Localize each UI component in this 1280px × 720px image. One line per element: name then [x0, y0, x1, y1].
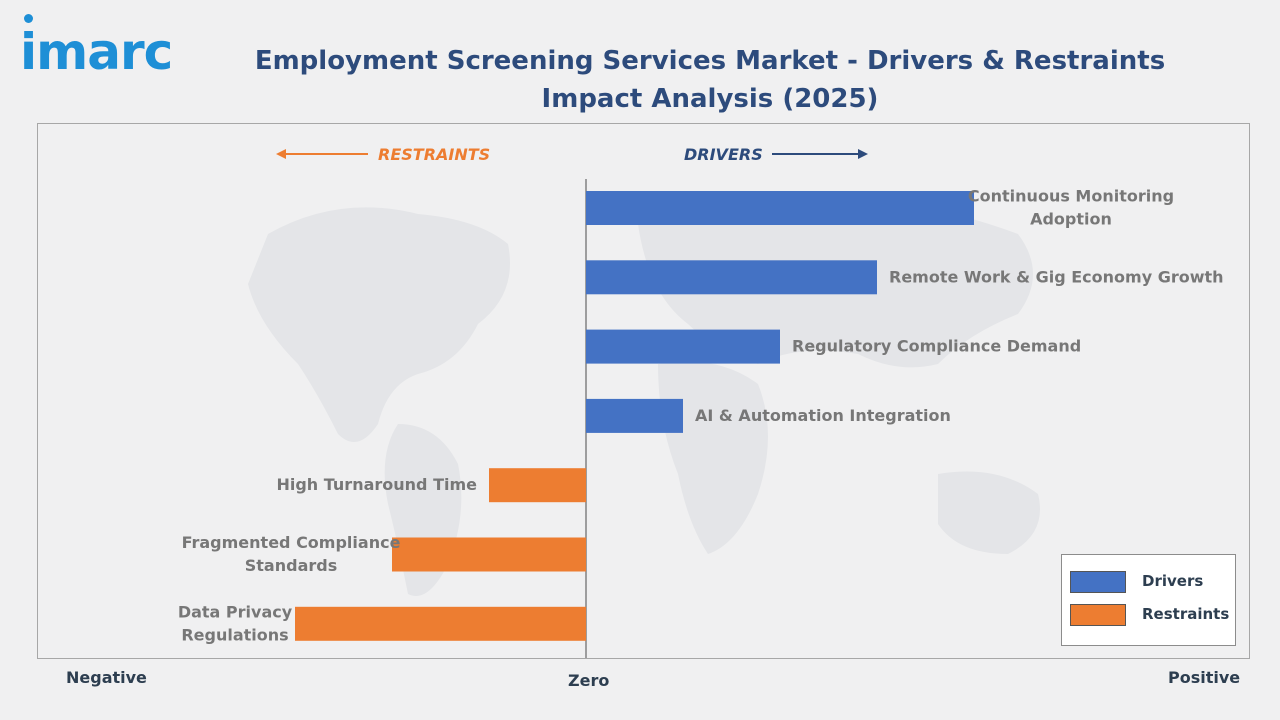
chart-legend: Drivers Restraints — [1061, 554, 1236, 646]
axis-label-negative: Negative — [66, 668, 147, 687]
axis-label-positive: Positive — [1168, 668, 1241, 687]
axis-label-zero: Zero — [568, 671, 610, 690]
bar-regulatory-compliance-demand — [586, 329, 780, 364]
bar-ai-automation-integration — [586, 398, 683, 433]
chart-title: Employment Screening Services Market - D… — [250, 42, 1170, 118]
restraints-direction: RESTRAINTS — [276, 145, 490, 164]
legend-item-restraints: Restraints — [1070, 604, 1230, 628]
drivers-arrow-head — [858, 149, 868, 159]
bar-label-ai-automation-integration: AI & Automation Integration — [695, 406, 951, 425]
brand-logo: imarc — [20, 23, 173, 81]
logo-dot — [24, 14, 33, 23]
bar-remote-work-gig-economy-growth — [586, 260, 877, 295]
legend-item-drivers: Drivers — [1070, 571, 1230, 595]
bar-label-regulatory-compliance-demand: Regulatory Compliance Demand — [792, 337, 1081, 356]
restraints-arrow-head — [276, 149, 286, 159]
restraints-direction-label: RESTRAINTS — [378, 145, 490, 164]
drivers-direction: DRIVERS — [684, 145, 868, 164]
chart-title-line-1: Employment Screening Services Market - D… — [254, 46, 1166, 76]
bar-fragmented-compliance-standards — [392, 537, 586, 572]
legend-swatch-drivers — [1070, 571, 1126, 593]
bar-label-continuous-monitoring-adoption: Continuous Monitoring Adoption — [968, 187, 1174, 229]
bar-label-data-privacy-regulations: Data Privacy Regulations — [178, 602, 293, 644]
chart-title-line-2: Impact Analysis (2025) — [541, 84, 879, 114]
legend-label-drivers: Drivers — [1142, 572, 1204, 590]
legend-swatch-restraints — [1070, 604, 1126, 626]
bar-high-turnaround-time — [489, 468, 586, 503]
bars-group: Continuous Monitoring Adoption Remote Work… — [178, 187, 1224, 645]
bar-label-fragmented-compliance-standards: Fragmented Compliance Standards — [182, 533, 401, 575]
legend-label-restraints: Restraints — [1142, 605, 1230, 623]
bar-data-privacy-regulations — [295, 606, 586, 641]
drivers-direction-label: DRIVERS — [684, 145, 763, 164]
bar-label-remote-work-gig-economy-growth: Remote Work & Gig Economy Growth — [889, 267, 1224, 286]
plot-area: RESTRAINTS DRIVERS Continuous Monitoring… — [37, 123, 1250, 659]
bar-continuous-monitoring-adoption — [586, 191, 974, 225]
bar-label-high-turnaround-time: High Turnaround Time — [276, 475, 477, 494]
chart-canvas: RESTRAINTS DRIVERS Continuous Monitoring… — [178, 145, 1224, 658]
